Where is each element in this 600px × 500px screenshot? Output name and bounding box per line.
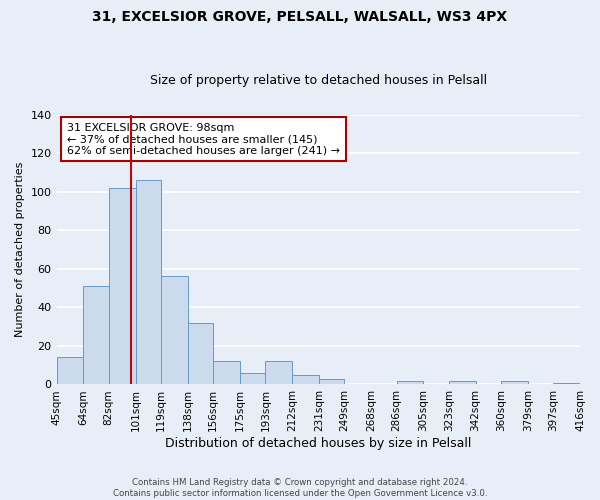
Text: 31 EXCELSIOR GROVE: 98sqm
← 37% of detached houses are smaller (145)
62% of semi: 31 EXCELSIOR GROVE: 98sqm ← 37% of detac…: [67, 122, 340, 156]
Bar: [83, 286, 109, 384]
Bar: [136, 180, 161, 384]
Bar: [213, 362, 240, 384]
Y-axis label: Number of detached properties: Number of detached properties: [15, 162, 25, 337]
Text: 31, EXCELSIOR GROVE, PELSALL, WALSALL, WS3 4PX: 31, EXCELSIOR GROVE, PELSALL, WALSALL, W…: [92, 10, 508, 24]
Bar: [292, 375, 319, 384]
Bar: [109, 188, 136, 384]
Text: Contains HM Land Registry data © Crown copyright and database right 2024.
Contai: Contains HM Land Registry data © Crown c…: [113, 478, 487, 498]
Bar: [188, 323, 213, 384]
Bar: [161, 276, 188, 384]
Bar: [449, 380, 476, 384]
Bar: [501, 380, 528, 384]
X-axis label: Distribution of detached houses by size in Pelsall: Distribution of detached houses by size …: [165, 437, 472, 450]
Bar: [553, 382, 580, 384]
Bar: [240, 373, 265, 384]
Bar: [56, 358, 83, 384]
Bar: [397, 380, 424, 384]
Title: Size of property relative to detached houses in Pelsall: Size of property relative to detached ho…: [150, 74, 487, 87]
Bar: [265, 362, 292, 384]
Bar: [319, 378, 344, 384]
